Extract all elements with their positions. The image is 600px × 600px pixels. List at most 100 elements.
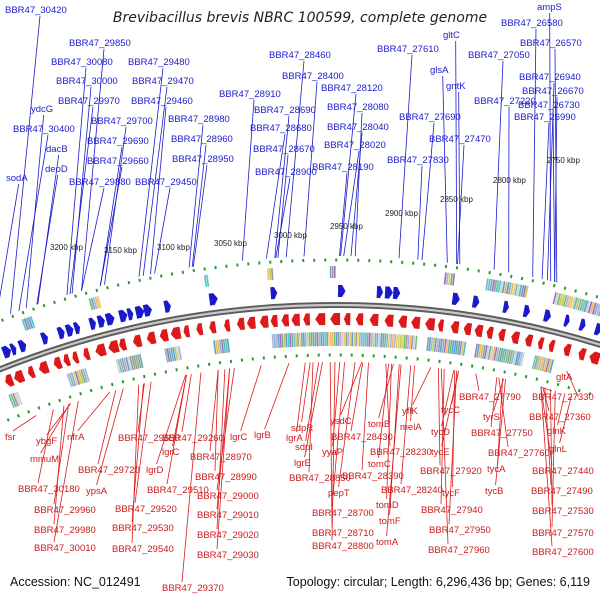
gene-label-bottom: tycC: [441, 405, 460, 416]
feature-segment: [68, 372, 75, 387]
feature-segment: [514, 351, 519, 366]
leader-line-bottom: [134, 381, 152, 504]
reverse-gene-arrow: [159, 328, 169, 342]
feature-segment: [298, 332, 301, 347]
feature-segment: [445, 339, 449, 354]
reverse-gene-arrow: [95, 343, 107, 357]
feature-segment: [412, 335, 416, 350]
feature-segment: [460, 341, 465, 356]
feature-segment: [447, 339, 451, 354]
feature-segment: [487, 345, 492, 360]
feature-segment: [489, 279, 493, 292]
feature-segment: [577, 298, 583, 311]
feature-segment: [458, 341, 463, 356]
gene-label-bottom: yflK: [402, 406, 419, 417]
feature-segment: [552, 292, 557, 305]
gene-label-top: BBR47_28670: [253, 144, 315, 155]
feature-segment: [493, 279, 498, 292]
gene-label-top: BBR47_28120: [321, 83, 383, 94]
feature-segment: [478, 344, 482, 359]
gene-label-top: ydcG: [31, 104, 53, 115]
feature-segment: [510, 350, 516, 365]
forward-gene-arrow: [563, 314, 570, 327]
leader-line-bottom: [53, 401, 79, 543]
feature-segment: [503, 348, 508, 363]
gene-label-bottom: ypsA: [86, 486, 108, 497]
feature-segment: [518, 352, 523, 366]
leader-line-bottom: [216, 369, 226, 530]
reverse-gene-arrow: [589, 351, 600, 365]
feature-segment: [224, 338, 229, 353]
leader-line-top: [81, 48, 105, 291]
feature-segment: [320, 332, 323, 347]
gene-label-top: sodA: [6, 173, 28, 184]
feature-segment: [593, 303, 599, 316]
feature-segment: [449, 273, 454, 286]
feature-segment: [554, 292, 559, 305]
leader-line-bottom: [329, 361, 333, 528]
gene-label-bottom: BBR47_29520: [115, 504, 177, 515]
feature-segment: [556, 293, 562, 306]
forward-gene-arrow: [88, 317, 96, 331]
feature-segment: [12, 392, 19, 407]
feature-segment: [410, 335, 414, 350]
leader-line-bottom: [301, 362, 311, 423]
feature-segment: [447, 272, 451, 286]
feature-segment: [341, 332, 344, 346]
leader-line-top: [99, 146, 123, 286]
gene-label-bottom: lgrE: [294, 458, 311, 469]
feature-segment: [439, 338, 443, 353]
forward-gene-arrow: [72, 322, 81, 335]
feature-segment: [362, 332, 365, 347]
gene-label-bottom: sdpR: [291, 423, 313, 434]
feature-segment: [287, 333, 290, 348]
gene-label-bottom: tomD: [376, 500, 399, 511]
feature-segment: [503, 281, 508, 294]
feature-segment: [368, 332, 371, 347]
leader-line-bottom: [410, 365, 415, 422]
gene-label-top: BBR47_29460: [131, 96, 193, 107]
reverse-gene-arrow: [237, 317, 245, 330]
leader-line-bottom: [386, 364, 402, 537]
leader-line-top: [191, 144, 207, 267]
gene-label-bottom: tycA: [487, 464, 506, 475]
feature-segment: [505, 282, 510, 295]
gene-label-top: BBR47_27610: [377, 44, 439, 55]
reverse-gene-arrow: [72, 351, 80, 364]
feature-segment: [76, 370, 83, 385]
forward-gene-arrow: [64, 324, 74, 337]
reverse-gene-arrow: [209, 321, 217, 334]
leader-line-top: [99, 166, 123, 286]
gene-label-bottom: lgrC: [230, 432, 248, 443]
gene-label-top: BBR47_26940: [519, 72, 581, 83]
leader-line-top: [0, 183, 20, 299]
feature-segment: [432, 337, 436, 352]
leader-line-bottom: [331, 362, 345, 508]
feature-segment: [355, 332, 357, 347]
leader-line-bottom: [441, 370, 455, 427]
gene-label-bottom: BBR47_27920: [420, 466, 482, 477]
forward-gene-arrow: [17, 339, 27, 353]
reverse-gene-arrow: [563, 343, 572, 357]
feature-segment: [589, 301, 595, 314]
gene-label-top: BBR47_27830: [387, 155, 449, 166]
genome-summary-text: Topology: circular; Length: 6,296,436 bp…: [287, 575, 590, 589]
gene-label-top: BBR47_30000: [56, 76, 118, 87]
reverse-gene-arrow: [538, 337, 545, 350]
feature-segment: [138, 353, 144, 368]
gene-label-top: BBR47_28400: [282, 71, 344, 82]
leader-line-bottom: [566, 370, 579, 398]
gene-label-bottom: BBR47_28710: [312, 528, 374, 539]
feature-segment: [289, 333, 292, 348]
gene-label-bottom: lgrD: [146, 465, 164, 476]
forward-gene-arrow: [118, 309, 128, 323]
leader-line-bottom: [544, 387, 552, 486]
forward-gene-arrow: [142, 304, 152, 317]
feature-segment: [549, 359, 555, 374]
feature-segment: [217, 339, 221, 354]
leader-line-bottom: [540, 386, 553, 466]
feature-segment: [21, 319, 27, 331]
gene-label-top: BBR47_28980: [168, 114, 230, 125]
feature-segment: [575, 297, 580, 310]
reverse-gene-arrow: [224, 319, 231, 332]
